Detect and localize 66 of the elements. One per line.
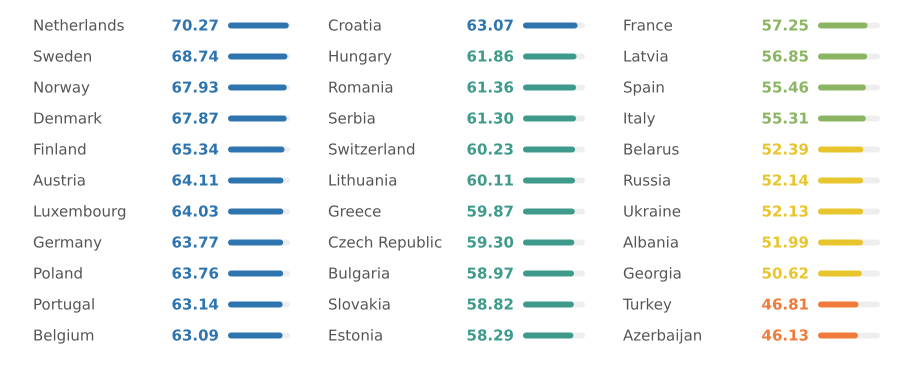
y-tick-label: Belgium [33,326,94,344]
y-tick-label: Netherlands [33,16,125,34]
data-label: 64.03 [172,202,219,220]
data-label: 57.25 [762,16,809,34]
y-tick-label: Bulgaria [328,264,390,282]
y-tick-label: Denmark [33,110,102,128]
data-label: 63.76 [172,264,219,282]
y-tick-label: Turkey [622,296,672,314]
y-tick-label: Greece [328,202,382,220]
y-tick-label: Lithuania [328,172,398,190]
data-label: 63.07 [466,16,514,34]
data-label: 59.30 [466,234,514,252]
data-label: 61.86 [466,48,514,66]
data-label: 46.13 [762,326,809,344]
y-tick-label: Poland [33,264,84,282]
data-label: 60.11 [466,172,514,190]
y-tick-label: Croatia [328,16,382,34]
data-label: 46.81 [762,296,809,314]
y-tick-label: Slovakia [328,296,391,314]
y-tick-label: Belarus [623,140,680,158]
data-label: 70.27 [172,16,219,34]
data-label: 58.97 [466,264,514,282]
y-tick-label: Estonia [328,326,384,344]
data-label: 58.29 [466,326,514,344]
data-label: 50.62 [762,264,809,282]
y-tick-label: Switzerland [328,140,416,158]
y-tick-label: Latvia [623,48,669,66]
y-tick-label: Italy [623,110,656,128]
y-tick-label: Azerbaijan [623,326,702,344]
y-tick-label: Germany [33,234,102,252]
data-label: 68.74 [172,48,219,66]
y-tick-label: Spain [623,78,665,96]
data-label: 56.85 [762,48,809,66]
y-tick-label: Romania [328,78,394,96]
data-label: 63.77 [172,234,219,252]
data-label: 52.13 [762,202,809,220]
y-tick-label: Sweden [33,48,92,66]
data-label: 61.36 [466,78,514,96]
y-tick-label: Luxembourg [33,202,126,220]
y-tick-label: France [623,16,673,34]
data-label: 67.93 [172,78,219,96]
data-label: 55.31 [762,110,809,128]
y-tick-label: Ukraine [623,202,681,220]
y-tick-label: Norway [33,78,90,96]
data-label: 59.87 [466,202,514,220]
y-tick-label: Serbia [328,110,376,128]
y-tick-label: Russia [623,172,672,190]
data-label: 55.46 [762,78,809,96]
data-label: 52.39 [762,140,809,158]
y-tick-label: Austria [33,172,86,190]
data-label: 65.34 [172,140,219,158]
data-label: 63.09 [172,326,219,344]
data-label: 61.30 [466,110,514,128]
y-tick-label: Finland [33,140,87,158]
y-tick-label: Hungary [328,48,392,66]
data-label: 64.11 [172,172,219,190]
y-tick-label: Czech Republic [328,234,442,252]
y-tick-label: Portugal [33,296,96,314]
data-label: 52.14 [762,172,809,190]
data-label: 60.23 [466,140,514,158]
data-label: 51.99 [762,234,809,252]
data-label: 67.87 [172,110,219,128]
data-label: 63.14 [172,296,219,314]
data-label: 58.82 [466,296,514,314]
y-tick-label: Georgia [623,264,682,282]
y-tick-label: Albania [623,234,680,252]
